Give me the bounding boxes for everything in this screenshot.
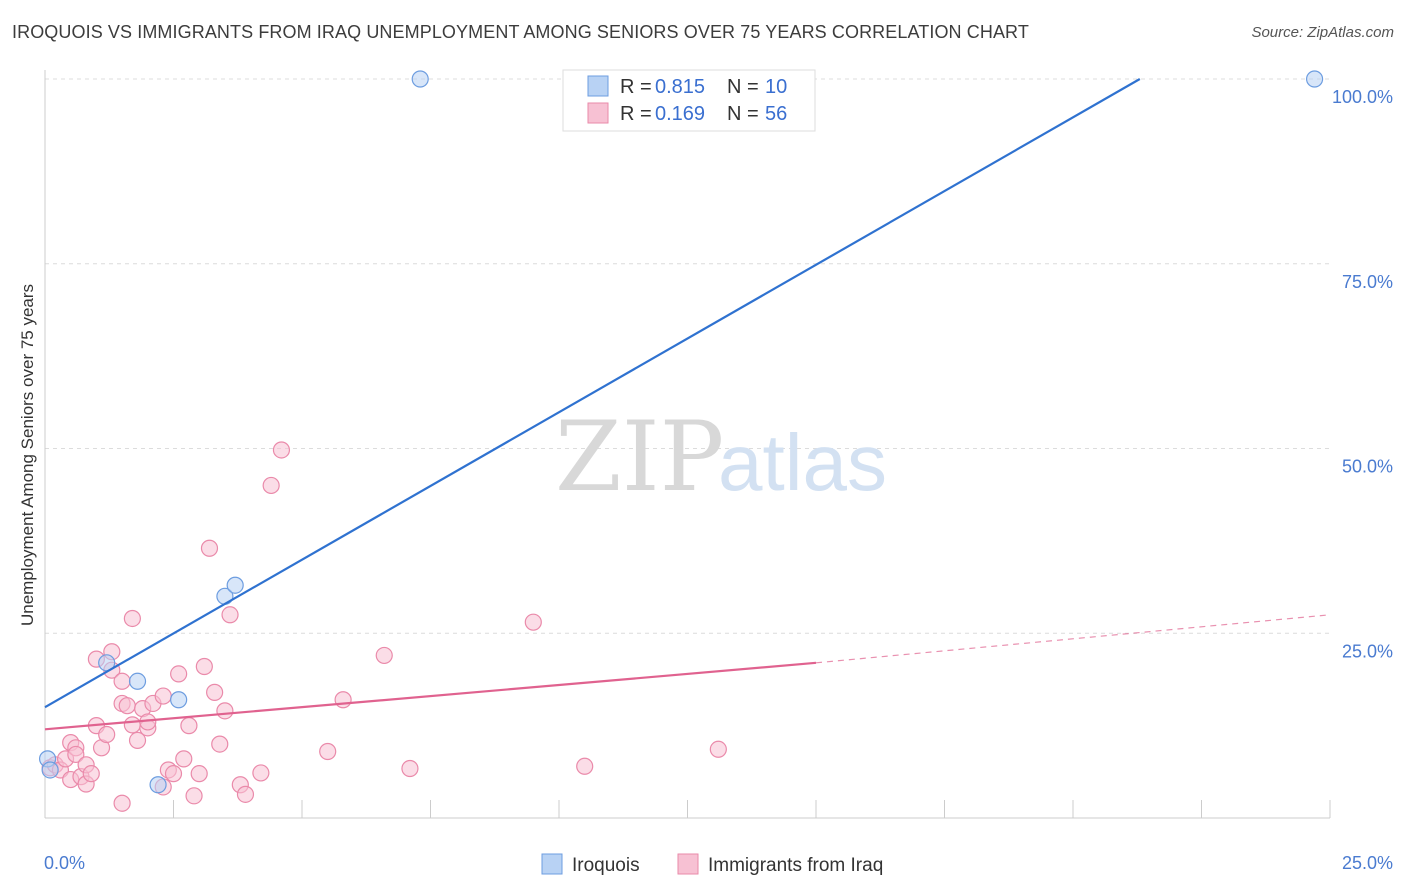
bottom-legend-label-iroquois: Iroquois bbox=[572, 855, 640, 876]
bottom-legend-swatch-iroquois bbox=[541, 853, 563, 875]
watermark: ZIP atlas bbox=[555, 401, 887, 513]
iraq-point bbox=[154, 687, 172, 705]
iraq-point bbox=[190, 765, 208, 783]
bottom-legend-swatch-iraq bbox=[677, 853, 699, 875]
legend-box: R = 0.815 N = 10 R = 0.169 N = 56 bbox=[562, 69, 816, 132]
iraq-trend-extension bbox=[815, 614, 1331, 664]
iraq-points bbox=[41, 441, 727, 812]
iraq-point bbox=[334, 691, 352, 709]
iraq-point bbox=[206, 683, 224, 701]
iraq-point bbox=[170, 665, 188, 683]
iraq-point bbox=[375, 646, 393, 665]
iraq-point bbox=[200, 539, 219, 557]
legend-n-value-iraq: 56 bbox=[765, 103, 787, 125]
legend-r-value-iroquois: 0.815 bbox=[655, 76, 705, 98]
legend-n-label-iroquois: N = bbox=[727, 76, 759, 98]
x-tick-label-min: 0.0% bbox=[44, 853, 85, 873]
y-tick-label: 25.0% bbox=[1342, 641, 1393, 661]
iroquois-trend-line bbox=[44, 78, 1141, 709]
iroquois-point bbox=[149, 776, 167, 794]
iraq-point bbox=[164, 765, 183, 783]
iraq-point bbox=[221, 606, 239, 624]
iraq-point bbox=[175, 750, 193, 768]
iraq-point bbox=[128, 731, 147, 750]
iraq-point bbox=[113, 794, 131, 812]
legend-n-label-iraq: N = bbox=[727, 103, 759, 125]
iraq-point bbox=[195, 657, 213, 676]
bottom-legend-label-iraq: Immigrants from Iraq bbox=[708, 855, 883, 876]
iraq-point bbox=[113, 672, 131, 690]
legend-r-value-iraq: 0.169 bbox=[655, 103, 705, 125]
iraq-point bbox=[180, 717, 198, 735]
trend-lines bbox=[44, 78, 1331, 731]
iraq-point bbox=[262, 476, 280, 495]
iraq-point bbox=[252, 764, 270, 782]
iraq-trend-line bbox=[44, 661, 817, 731]
iraq-point bbox=[272, 441, 291, 459]
chart-source: Source: ZipAtlas.com bbox=[1251, 24, 1394, 41]
iraq-point bbox=[98, 725, 116, 744]
iroquois-point bbox=[41, 761, 59, 779]
iraq-point bbox=[576, 757, 594, 775]
watermark-zip: ZIP bbox=[555, 401, 724, 513]
iraq-point bbox=[524, 613, 542, 631]
watermark-atlas: atlas bbox=[718, 418, 887, 507]
x-axis-ticks bbox=[44, 800, 1331, 818]
y-axis-tick-labels: 100.0% 75.0% 50.0% 25.0% bbox=[1332, 87, 1393, 661]
y-tick-label: 100.0% bbox=[1332, 87, 1393, 107]
iroquois-point bbox=[128, 672, 147, 690]
iraq-point bbox=[123, 609, 141, 628]
iraq-point bbox=[236, 785, 255, 803]
legend-r-label-iraq: R = bbox=[620, 103, 652, 125]
iraq-point bbox=[185, 787, 203, 805]
chart-title: IROQUOIS VS IMMIGRANTS FROM IRAQ UNEMPLO… bbox=[12, 22, 1029, 42]
legend-swatch-iraq bbox=[587, 102, 609, 124]
iraq-point bbox=[319, 742, 337, 761]
iraq-point bbox=[216, 702, 234, 720]
legend-r-label-iroquois: R = bbox=[620, 76, 652, 98]
iraq-point bbox=[67, 745, 85, 764]
iroquois-point bbox=[1305, 70, 1324, 88]
iraq-point bbox=[118, 697, 136, 715]
iroquois-point bbox=[226, 576, 244, 594]
grid-lines bbox=[45, 78, 1330, 634]
y-tick-label: 50.0% bbox=[1342, 457, 1393, 477]
iraq-point bbox=[401, 759, 419, 778]
iraq-point bbox=[123, 716, 141, 734]
iroquois-points bbox=[38, 70, 1324, 794]
y-tick-label: 75.0% bbox=[1342, 272, 1393, 292]
bottom-legend: Iroquois Immigrants from Iraq bbox=[541, 853, 883, 876]
x-tick-label-max: 25.0% bbox=[1342, 853, 1393, 873]
iroquois-point bbox=[170, 691, 188, 709]
iraq-point bbox=[211, 735, 229, 753]
iraq-point bbox=[709, 740, 727, 758]
legend-swatch-iroquois bbox=[587, 75, 609, 97]
legend-n-value-iroquois: 10 bbox=[765, 76, 787, 98]
iroquois-point bbox=[411, 70, 429, 88]
iraq-point bbox=[82, 765, 100, 783]
y-axis-label: Unemployment Among Seniors over 75 years bbox=[18, 284, 37, 626]
